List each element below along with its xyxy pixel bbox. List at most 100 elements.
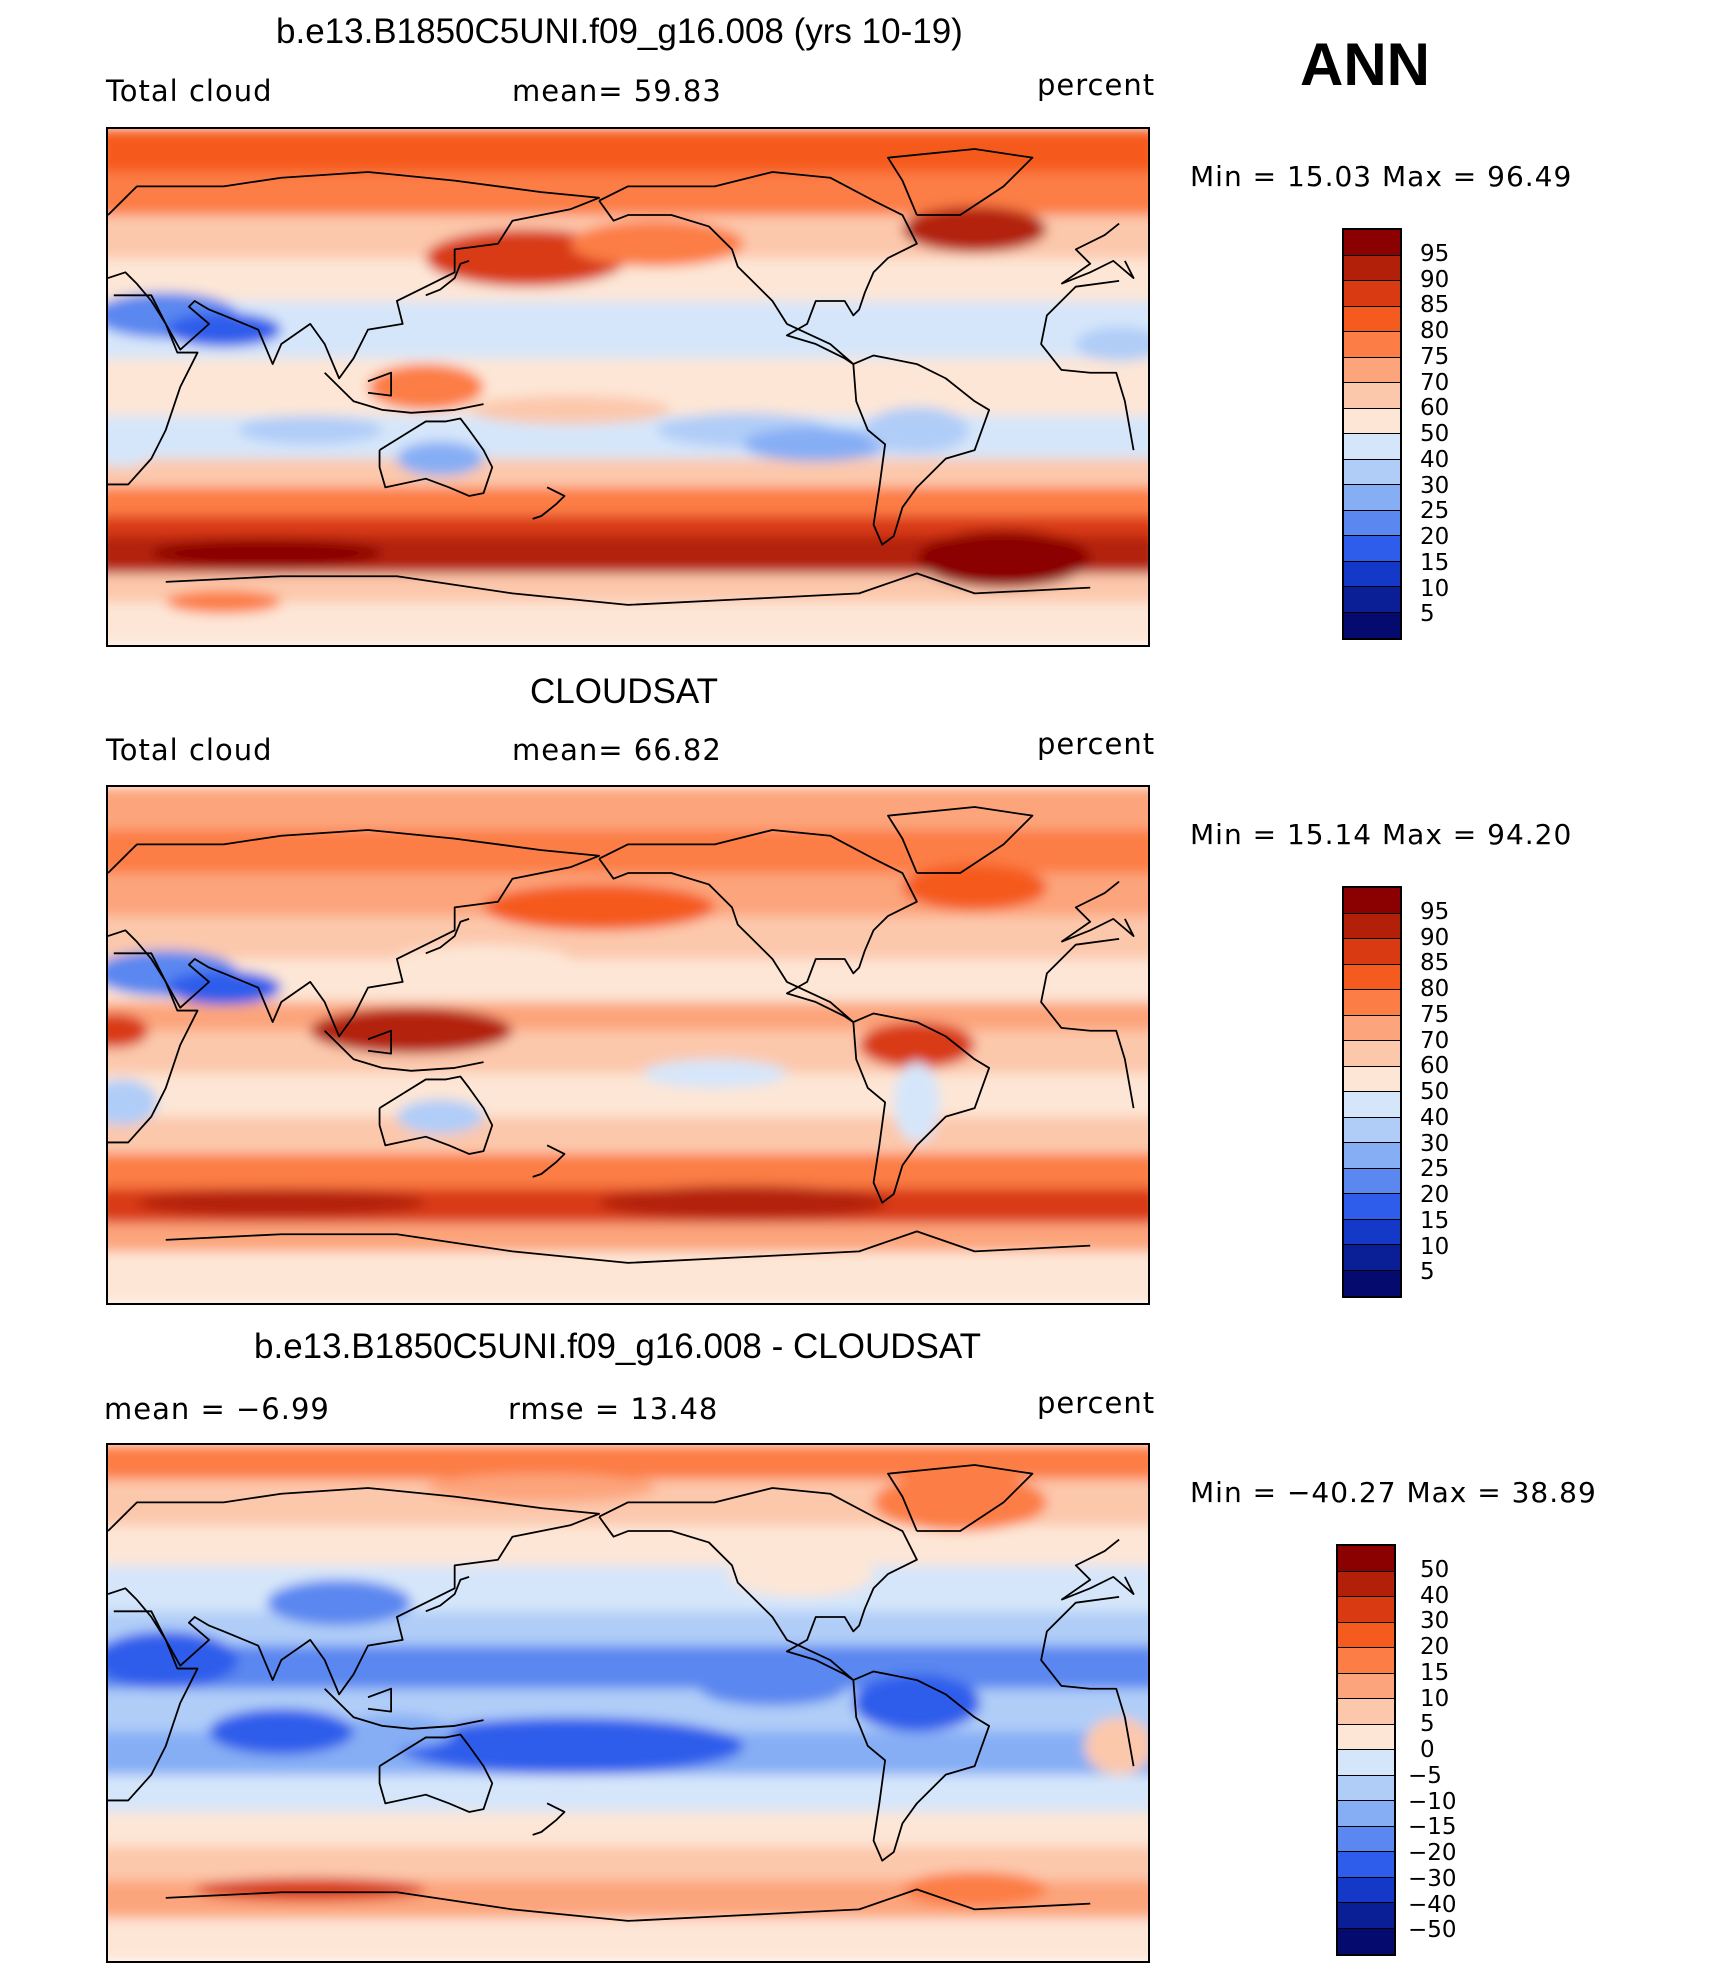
coastline: [108, 1596, 1135, 1802]
coastline: [598, 829, 918, 1023]
field-blob: [555, 329, 730, 359]
field-band: [108, 1774, 1148, 1813]
field-blob: [108, 421, 158, 468]
coastline: [324, 1030, 484, 1072]
panel-2-title: CLOUDSAT: [530, 672, 718, 711]
field-blob: [1075, 326, 1148, 362]
panel-3-map-svg: [108, 1445, 1148, 1961]
field-band: [108, 458, 1148, 489]
panel-3-map: [106, 1443, 1150, 1963]
colorbar-segment: [1344, 536, 1400, 562]
colorbar-segment: [1338, 1673, 1394, 1699]
field-band: [108, 1002, 1148, 1032]
colorbar-tick-label: 80: [1420, 976, 1450, 1002]
panel-3-mean-label: mean = −6.99: [104, 1392, 330, 1426]
field-band: [108, 1565, 1148, 1613]
panel-2-map-svg: [108, 787, 1148, 1303]
panel-2-colorbar: [1342, 886, 1402, 1298]
colorbar-tick-label: 5: [1420, 1711, 1435, 1738]
colorbar-tick-label: 5: [1420, 601, 1435, 628]
colorbar-tick-label: 15: [1420, 1207, 1450, 1234]
field-band: [108, 1525, 1148, 1567]
colorbar-tick-label: 90: [1420, 266, 1450, 293]
field-blob: [209, 1708, 354, 1755]
colorbar-segment: [1344, 587, 1400, 613]
coastline: [108, 938, 1135, 1144]
field-blob: [916, 530, 1091, 588]
field-blob: [902, 206, 1047, 253]
coastline: [598, 171, 918, 365]
colorbar-tick-label: 85: [1420, 292, 1450, 319]
colorbar-tick-label: 25: [1420, 1156, 1450, 1183]
coastline: [367, 1687, 393, 1713]
colorbar-segment: [1344, 964, 1400, 990]
colorbar-segment: [1344, 357, 1400, 383]
panel-1-variable-label: Total cloud: [106, 74, 273, 108]
field-blob: [729, 1551, 874, 1597]
colorbar-tick-label: 10: [1420, 1685, 1450, 1712]
colorbar-segment: [1338, 1699, 1394, 1725]
colorbar-segment: [1344, 1117, 1400, 1143]
colorbar-tick-label: 30: [1420, 472, 1450, 499]
colorbar-segment: [1338, 1648, 1394, 1674]
colorbar-segment: [1344, 1245, 1400, 1271]
colorbar-tick-label: 30: [1420, 1608, 1450, 1635]
panel-3-colorbar: [1336, 1544, 1396, 1956]
colorbar-tick-label: 60: [1420, 395, 1450, 422]
field-blob: [700, 1671, 845, 1706]
field-band: [108, 1445, 1148, 1481]
colorbar-segment: [1344, 1168, 1400, 1194]
colorbar-tick-label: −40: [1408, 1891, 1457, 1918]
field-blob: [165, 970, 282, 1005]
field-blob: [339, 1714, 455, 1749]
colorbar-segment: [1344, 408, 1400, 434]
coastline: [378, 1733, 494, 1813]
field-band: [108, 787, 1148, 831]
coastline: [887, 1464, 1034, 1532]
field-band: [108, 516, 1148, 538]
colorbar-tick-label: 75: [1420, 1001, 1450, 1028]
colorbar-segment: [1344, 281, 1400, 307]
panel-2-minmax: Min = 15.14 Max = 94.20: [1190, 818, 1573, 851]
field-blob: [396, 944, 571, 974]
field-blob: [873, 1473, 1047, 1531]
colorbar-segment: [1344, 1092, 1400, 1118]
colorbar-tick-label: 0: [1420, 1737, 1435, 1763]
field-blob: [902, 864, 1047, 911]
colorbar-segment: [1344, 332, 1400, 358]
panel-1-map-svg: [108, 129, 1148, 645]
field-band: [108, 1811, 1148, 1848]
field-blob: [859, 1022, 975, 1068]
colorbar-segment: [1344, 990, 1400, 1016]
coastline: [425, 918, 470, 955]
field-blob: [570, 220, 744, 267]
colorbar-tick-label: 75: [1420, 343, 1450, 370]
field-blob: [483, 884, 715, 931]
coastline: [108, 829, 1135, 1038]
coastline: [165, 1888, 1091, 1922]
colorbar-segment: [1338, 1801, 1394, 1827]
colorbar-segment: [1344, 612, 1400, 638]
colorbar-segment: [1338, 1571, 1394, 1597]
coastline: [887, 148, 1034, 216]
field-blob: [238, 415, 383, 445]
field-blob: [151, 538, 383, 568]
colorbar-segment: [1344, 1066, 1400, 1092]
field-blob: [136, 1188, 426, 1217]
field-blob: [396, 1099, 484, 1134]
field-blob: [108, 1013, 149, 1048]
colorbar-segment: [1344, 434, 1400, 460]
coastlines: [108, 1464, 1135, 1922]
panel-3-minmax: Min = −40.27 Max = 38.89: [1190, 1476, 1597, 1509]
colorbar-segment: [1344, 485, 1400, 511]
colorbar-tick-label: 60: [1420, 1053, 1450, 1080]
colorbar-tick-label: 40: [1420, 1582, 1450, 1609]
coastline: [887, 806, 1034, 874]
colorbar-segment: [1344, 383, 1400, 409]
field-blob: [864, 407, 969, 453]
panel-1-units-label: percent: [1037, 68, 1156, 102]
field-blob: [368, 364, 484, 410]
field-blob: [743, 427, 888, 462]
colorbar-tick-label: 10: [1420, 575, 1450, 602]
coastline: [852, 1670, 991, 1862]
